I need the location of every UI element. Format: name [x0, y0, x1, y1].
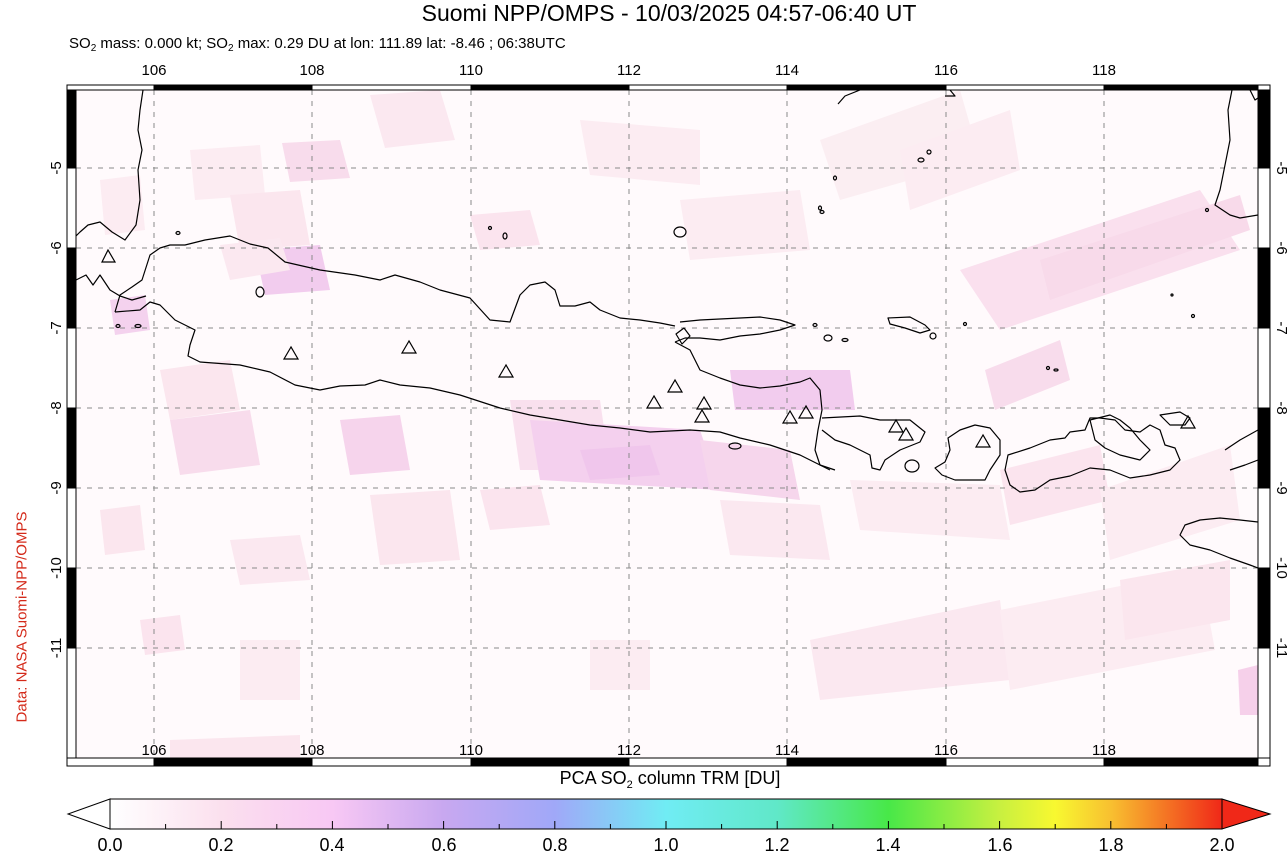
- graticule: [76, 90, 1258, 758]
- volcano-icon: [974, 433, 992, 448]
- coastlines: [76, 90, 1258, 569]
- colorbar-tick-label: 2.0: [1209, 835, 1235, 855]
- colorbar-tick-label: 1.8: [1098, 835, 1124, 855]
- volcano-icon: [101, 248, 117, 263]
- lon-tick-bottom: 112: [617, 742, 641, 759]
- lat-tick-left: -8: [48, 401, 65, 415]
- lat-tick-right: -6: [1273, 241, 1288, 255]
- lat-tick-right: -7: [1273, 321, 1288, 335]
- colorbar-title: PCA SO2 column TRM [DU]: [559, 768, 781, 791]
- colorbar-tick-label: 0.2: [208, 835, 234, 855]
- lon-tick-bottom: 108: [299, 742, 325, 759]
- lat-tick-right: -10: [1273, 557, 1288, 579]
- colorbar: [66, 798, 1272, 830]
- lon-tick-top: 112: [617, 62, 641, 79]
- lon-tick-top: 108: [299, 62, 325, 79]
- subscript: 2: [626, 779, 633, 791]
- colorbar-over-arrow: [1221, 798, 1272, 830]
- lat-tick-left: -6: [48, 241, 65, 255]
- lon-tick-bottom: 114: [775, 742, 799, 759]
- map-area: [76, 90, 1258, 758]
- lon-tick-top: 114: [775, 62, 799, 79]
- colorbar-tick-label: 0.6: [431, 835, 457, 855]
- colorbar-tick-label: 1.2: [764, 835, 790, 855]
- colorbar-tick-label: 0.4: [319, 835, 345, 855]
- volcano-icon: [497, 363, 515, 378]
- colorbar-tick-label: 1.6: [987, 835, 1013, 855]
- lat-tick-left: -5: [48, 161, 65, 175]
- lon-tick-top: 116: [934, 62, 958, 79]
- lat-tick-right: -5: [1273, 161, 1288, 175]
- volcano-icon: [666, 378, 684, 393]
- so2-mass-text: mass: 0.000 kt; SO: [96, 35, 228, 52]
- lon-tick-bottom: 106: [141, 742, 167, 759]
- so2-summary: SO2 mass: 0.000 kt; SO2 max: 0.29 DU at …: [69, 35, 566, 54]
- map-title: Suomi NPP/OMPS - 10/03/2025 04:57-06:40 …: [421, 0, 917, 26]
- volcano-icon: [887, 418, 905, 433]
- so2-label: SO: [69, 35, 91, 52]
- lat-tick-right: -8: [1273, 401, 1288, 415]
- subscript: 2: [90, 43, 97, 54]
- volcano-icon: [695, 395, 713, 410]
- volcano-icon: [400, 339, 418, 354]
- volcano-icon: [797, 404, 815, 419]
- lon-tick-bottom: 118: [1092, 742, 1116, 759]
- volcano-icon: [645, 394, 663, 409]
- lat-tick-right: -11: [1273, 637, 1288, 659]
- colorbar-tick-label: 0.0: [97, 835, 123, 855]
- volcano-icon: [693, 408, 711, 423]
- lat-tick-left: -11: [48, 637, 65, 659]
- colorbar-tick-label: 0.8: [542, 835, 568, 855]
- colorbar-tick-label: 1.0: [653, 835, 679, 855]
- volcano-icon: [897, 426, 915, 441]
- volcano-markers: [101, 248, 1197, 448]
- map-frame: [66, 84, 1271, 767]
- volcano-icon: [1179, 414, 1197, 429]
- lat-tick-right: -9: [1273, 481, 1288, 495]
- volcano-icon: [781, 409, 799, 424]
- lon-tick-top: 106: [141, 62, 167, 79]
- subscript: 2: [227, 43, 234, 54]
- so2-max-text: max: 0.29 DU at lon: 111.89 lat: -8.46 ;…: [233, 35, 566, 52]
- colorbar-tick-label: 1.4: [875, 835, 901, 855]
- lat-tick-left: -10: [48, 557, 65, 579]
- lon-tick-top: 110: [459, 62, 483, 79]
- lon-tick-bottom: 116: [934, 742, 958, 759]
- lon-tick-top: 118: [1092, 62, 1116, 79]
- volcano-icon: [282, 345, 300, 360]
- lon-tick-bottom: 110: [459, 742, 483, 759]
- lat-tick-left: -9: [48, 481, 65, 495]
- colorbar-under-arrow: [66, 798, 111, 830]
- lat-tick-left: -7: [48, 321, 65, 335]
